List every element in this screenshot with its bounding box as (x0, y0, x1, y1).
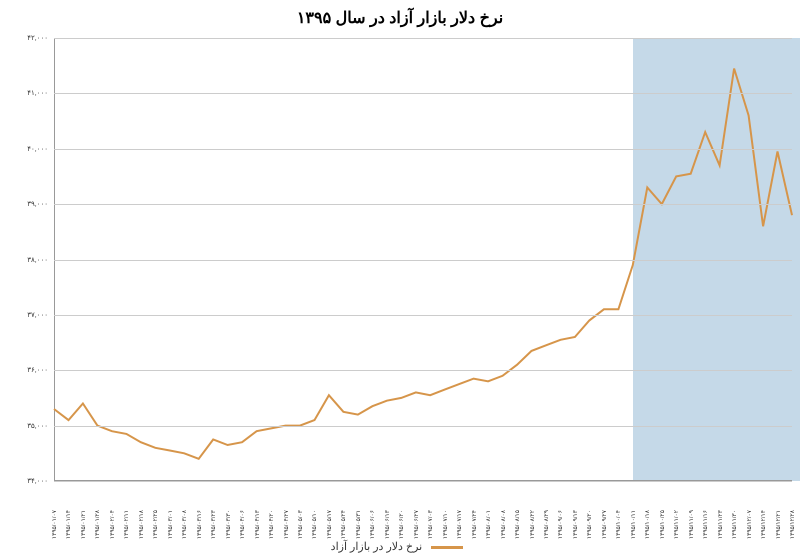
x-tick-label: ۱۳۹۵/۱۲/۲۱ (775, 510, 782, 539)
grid-line (54, 481, 792, 482)
x-tick-label: ۱۳۹۵/۰۷/۰۳ (427, 510, 434, 539)
x-tick-label: ۱۳۹۵/۱۱/۳۰ (731, 510, 738, 539)
x-tick-label: ۱۳۹۵/۰۷/۱۰ (442, 510, 449, 539)
legend: نرخ دلار در بازار آزاد (0, 540, 800, 553)
x-tick-label: ۱۳۹۵/۰۷/۲۴ (471, 510, 478, 539)
x-tick-label: ۱۳۹۵/۰۵/۱۰ (311, 510, 318, 539)
x-tick-label: ۱۳۹۵/۰۹/۲۰ (586, 510, 593, 539)
x-tick-label: ۱۳۹۵/۰۵/۲۴ (340, 510, 347, 539)
x-tick-label: ۱۳۹۵/۰۲/۲۵ (152, 510, 159, 539)
x-tick-label: ۱۳۹۵/۰۹/۰۶ (557, 510, 564, 539)
x-tick-label: ۱۳۹۵/۰۴/۰۶ (239, 510, 246, 539)
x-tick-label: ۱۳۹۵/۰۵/۳۱ (355, 510, 362, 539)
x-tick-label: ۱۳۹۵/۰۴/۱۳ (254, 510, 261, 539)
grid-line (54, 426, 792, 427)
grid-line (54, 204, 792, 205)
x-tick-label: ۱۳۹۵/۰۸/۰۱ (485, 510, 492, 539)
x-tick-label: ۱۳۹۵/۰۱/۲۱ (80, 510, 87, 539)
grid-line (54, 93, 792, 94)
grid-line (54, 370, 792, 371)
x-tick-label: ۱۳۹۵/۰۲/۱۱ (123, 510, 130, 539)
x-tick-label: ۱۳۹۵/۰۹/۱۳ (572, 510, 579, 539)
x-tick-label: ۱۳۹۵/۱۲/۲۸ (789, 510, 796, 539)
x-tick-label: ۱۳۹۵/۰۹/۲۷ (601, 510, 608, 539)
x-tick-label: ۱۳۹۵/۱۰/۱۱ (630, 510, 637, 539)
chart-container: نرخ دلار بازار آزاد در سال ۱۳۹۵ ۳۴,۰۰۰۳۵… (0, 0, 800, 557)
x-tick-label: ۱۳۹۵/۰۸/۱۵ (514, 510, 521, 539)
plot-area: ۳۴,۰۰۰۳۵,۰۰۰۳۶,۰۰۰۳۷,۰۰۰۳۸,۰۰۰۳۹,۰۰۰۴۰,۰… (54, 38, 792, 481)
x-tick-label: ۱۳۹۵/۰۳/۳۰ (225, 510, 232, 539)
legend-label: نرخ دلار در بازار آزاد (331, 541, 423, 553)
y-tick-label: ۴۲,۰۰۰ (4, 34, 48, 42)
grid-line (54, 260, 792, 261)
x-tick-label: ۱۳۹۵/۰۲/۰۴ (109, 510, 116, 539)
x-tick-label: ۱۳۹۵/۰۳/۱۶ (196, 510, 203, 539)
x-tick-label: ۱۳۹۵/۰۳/۰۸ (181, 510, 188, 539)
y-tick-label: ۳۸,۰۰۰ (4, 256, 48, 264)
chart-title: نرخ دلار بازار آزاد در سال ۱۳۹۵ (0, 0, 800, 32)
grid-line (54, 315, 792, 316)
x-tick-label: ۱۳۹۵/۰۲/۱۸ (138, 510, 145, 539)
x-tick-label: ۱۳۹۵/۱۰/۰۴ (615, 510, 622, 539)
x-tick-label: ۱۳۹۵/۰۱/۱۴ (65, 510, 72, 539)
y-tick-label: ۴۰,۰۰۰ (4, 145, 48, 153)
y-tick-label: ۳۴,۰۰۰ (4, 477, 48, 485)
x-tick-label: ۱۳۹۵/۰۱/۰۷ (51, 510, 58, 539)
y-tick-label: ۳۹,۰۰۰ (4, 200, 48, 208)
x-tick-label: ۱۳۹۵/۱۲/۱۴ (760, 510, 767, 539)
x-tick-label: ۱۳۹۵/۰۴/۲۷ (283, 510, 290, 539)
x-tick-label: ۱۳۹۵/۰۴/۲۰ (268, 510, 275, 539)
x-tick-label: ۱۳۹۵/۰۸/۰۸ (500, 510, 507, 539)
x-tick-label: ۱۳۹۵/۰۵/۰۳ (297, 510, 304, 539)
x-tick-label: ۱۳۹۵/۱۱/۰۹ (688, 510, 695, 539)
x-tick-label: ۱۳۹۵/۰۶/۰۶ (369, 510, 376, 539)
x-tick-label: ۱۳۹۵/۰۳/۰۱ (167, 510, 174, 539)
x-tick-label: ۱۳۹۵/۱۰/۲۵ (659, 510, 666, 539)
x-tick-label: ۱۳۹۵/۱۱/۱۶ (702, 510, 709, 539)
x-tick-label: ۱۳۹۵/۱۲/۰۷ (746, 510, 753, 539)
grid-line (54, 149, 792, 150)
grid-line (54, 38, 792, 39)
x-tick-label: ۱۳۹۵/۰۶/۲۰ (398, 510, 405, 539)
legend-swatch (431, 546, 463, 549)
x-tick-label: ۱۳۹۵/۰۷/۱۷ (456, 510, 463, 539)
x-tick-label: ۱۳۹۵/۰۸/۲۹ (543, 510, 550, 539)
y-tick-label: ۳۶,۰۰۰ (4, 366, 48, 374)
y-tick-label: ۳۵,۰۰۰ (4, 422, 48, 430)
y-tick-label: ۴۱,۰۰۰ (4, 89, 48, 97)
y-tick-label: ۳۷,۰۰۰ (4, 311, 48, 319)
x-tick-label: ۱۳۹۵/۰۱/۲۸ (94, 510, 101, 539)
x-tick-label: ۱۳۹۵/۱۱/۰۲ (673, 510, 680, 539)
x-tick-label: ۱۳۹۵/۰۸/۲۲ (529, 510, 536, 539)
x-tick-label: ۱۳۹۵/۱۱/۲۳ (717, 510, 724, 539)
x-tick-label: ۱۳۹۵/۰۶/۲۷ (413, 510, 420, 539)
x-tick-label: ۱۳۹۵/۰۶/۱۳ (384, 510, 391, 539)
x-tick-label: ۱۳۹۵/۰۵/۱۷ (326, 510, 333, 539)
x-tick-label: ۱۳۹۵/۰۳/۲۳ (210, 510, 217, 539)
x-tick-label: ۱۳۹۵/۱۰/۱۸ (644, 510, 651, 539)
